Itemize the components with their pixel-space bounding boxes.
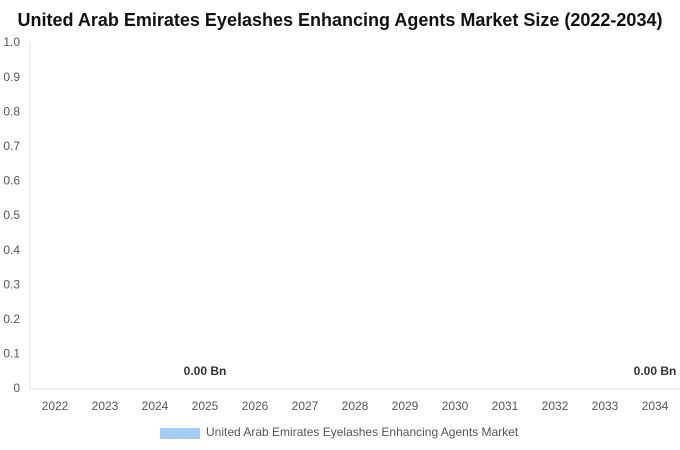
- x-tick-label: 2032: [542, 399, 569, 413]
- x-tick-label: 2028: [342, 399, 369, 413]
- x-tick-label: 2024: [142, 399, 169, 413]
- value-label: 0.00 Bn: [184, 364, 227, 378]
- y-tick-label: 1.0: [3, 35, 20, 49]
- y-tick-label: 0.9: [3, 70, 20, 84]
- y-tick-label: 0.3: [3, 277, 20, 291]
- chart-title: United Arab Emirates Eyelashes Enhancing…: [18, 10, 663, 30]
- y-tick-label: 0.4: [3, 243, 20, 257]
- x-tick-label: 2030: [442, 399, 469, 413]
- y-tick-label: 0.6: [3, 174, 20, 188]
- legend-swatch: [160, 428, 200, 439]
- legend-label: United Arab Emirates Eyelashes Enhancing…: [206, 425, 519, 439]
- x-tick-label: 2023: [92, 399, 119, 413]
- y-tick-label: 0.2: [3, 312, 20, 326]
- x-tick-label: 2022: [42, 399, 69, 413]
- value-label: 0.00 Bn: [634, 364, 677, 378]
- y-tick-label: 0.8: [3, 104, 20, 118]
- x-tick-label: 2033: [592, 399, 619, 413]
- y-tick-label: 0.1: [3, 347, 20, 361]
- y-tick-label: 0.5: [3, 208, 20, 222]
- x-tick-label: 2027: [292, 399, 319, 413]
- x-tick-label: 2026: [242, 399, 269, 413]
- x-tick-label: 2029: [392, 399, 419, 413]
- x-tick-label: 2025: [192, 399, 219, 413]
- y-tick-label: 0: [13, 381, 20, 395]
- x-tick-label: 2031: [492, 399, 519, 413]
- y-tick-label: 0.7: [3, 139, 20, 153]
- x-tick-label: 2034: [642, 399, 669, 413]
